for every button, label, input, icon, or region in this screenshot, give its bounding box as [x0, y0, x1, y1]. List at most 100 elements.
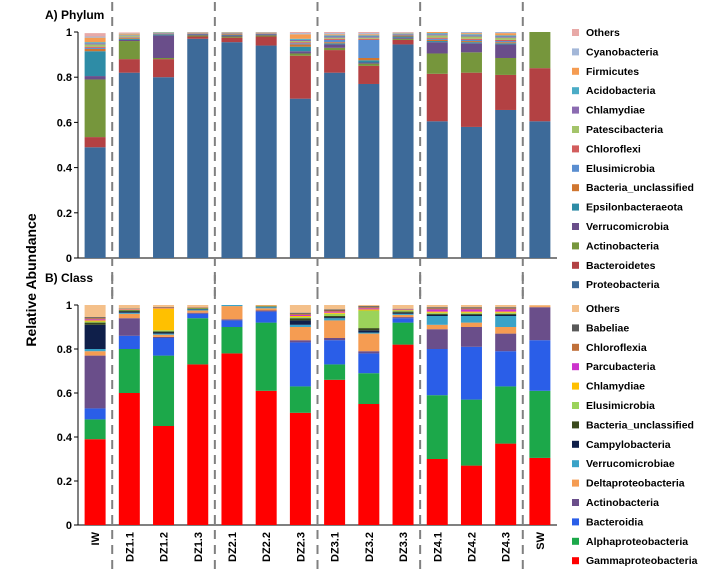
class-bar-dz1-3-gammaproteobacteria [187, 364, 209, 525]
class-bar-dz3-2-deltaproteobacteria [358, 333, 380, 352]
phylum-legend-label-acidobacteria: Acidobacteria [586, 85, 656, 97]
class-bar-dz4-2-campylobacteria [460, 314, 482, 316]
phylum-y-tick-label: 0.8 [57, 72, 72, 84]
class-bar-dz4-2-alphaproteobacteria [460, 399, 482, 466]
class-bar-dz3-2-bacteroidia [358, 353, 380, 374]
class-bar-dz2-3-bacteroidia [289, 342, 311, 387]
class-legend-label-campylobacteria: Campylobacteria [586, 439, 671, 451]
phylum-bar-dz3-3-actinobacteria [392, 38, 414, 40]
phylum-legend-label-cyanobacteria: Cyanobacteria [586, 46, 659, 58]
phylum-bar-iw-verrucomicrobia [84, 76, 106, 80]
class-bar-dz2-3-babeliae [289, 312, 311, 314]
phylum-bar-iw-chloroflexi [84, 46, 106, 48]
phylum-bar-dz2-3-patescibacteria [289, 41, 311, 43]
class-y-tick-label: 0.4 [57, 432, 73, 444]
class-bar-dz3-1-campylobacteria [324, 317, 346, 319]
phylum-bar-dz1-2-epsilonbacteraeota [153, 34, 175, 36]
phylum-bar-dz1-1-actinobacteria [118, 41, 140, 60]
class-bar-iw-actinobacteria [84, 355, 106, 409]
class-bar-dz3-3-bacteria-unclassified [392, 311, 414, 313]
class-bar-dz1-2-gammaproteobacteria [153, 426, 175, 525]
class-bar-dz1-1-gammaproteobacteria [118, 393, 140, 525]
phylum-bar-dz2-2-verrucomicrobia [255, 34, 277, 36]
phylum-bar-iw-actinobacteria [84, 79, 106, 138]
class-y-tick-label: 0 [66, 520, 72, 532]
phylum-bar-dz4-1-firmicutes [426, 32, 448, 34]
phylum-legend-swatch-actinobacteria [572, 242, 579, 250]
phylum-bar-iw-firmicutes [84, 37, 106, 43]
class-legend-swatch-campylobacteria [572, 440, 579, 448]
class-bar-dz3-2-verrucomicrobiae [358, 332, 380, 334]
class-legend-swatch-others [572, 305, 579, 312]
class-bar-dz4-3-verrucomicrobiae [495, 316, 517, 327]
class-bar-dz1-2-verrucomicrobiae [153, 333, 175, 335]
phylum-legend-swatch-firmicutes [572, 67, 579, 75]
class-bar-dz1-1-bacteria-unclassified [118, 310, 140, 312]
class-bar-dz1-1-campylobacteria [118, 311, 140, 313]
phylum-bar-dz4-1-patescibacteria [426, 35, 448, 38]
phylum-bar-dz3-2-actinobacteria [358, 63, 380, 66]
class-bar-dz4-2-elusimicrobia [460, 312, 482, 314]
class-bar-dz1-1-actinobacteria [118, 318, 140, 336]
class-bar-dz2-1-alphaproteobacteria [221, 327, 243, 354]
class-bar-dz4-2-babeliae [460, 307, 482, 309]
class-bar-dz4-2-chloroflexia [460, 308, 482, 310]
phylum-bar-dz3-2-chlamydiae [358, 36, 380, 38]
phylum-bar-dz3-3-bacteria-unclassified [392, 35, 414, 37]
phylum-bar-dz4-1-chlamydiae [426, 34, 448, 36]
x-tick-label-dz3-2: DZ3.2 [364, 532, 376, 562]
class-bar-dz4-3-bacteria-unclassified [495, 313, 517, 315]
class-bar-dz4-3-gammaproteobacteria [495, 443, 517, 525]
phylum-bar-dz3-2-cyanobacteria [358, 33, 380, 35]
phylum-bar-dz4-3-proteobacteria [495, 109, 517, 258]
class-bar-sw-actinobacteria [529, 307, 551, 341]
class-bar-dz3-3-deltaproteobacteria [392, 314, 414, 318]
phylum-bar-dz4-3-acidobacteria [495, 35, 517, 37]
legend-class: Others Babeliae Chloroflexia Parcubacteria C… [572, 303, 698, 567]
phylum-bar-dz3-1-chloroflexi [324, 38, 346, 40]
class-legend-swatch-deltaproteobacteria [572, 479, 579, 487]
class-bar-dz4-1-elusimicrobia [426, 312, 448, 314]
class-bar-iw-others [84, 305, 106, 318]
phylum-bar-dz4-3-chlamydiae [495, 36, 517, 38]
class-bar-dz4-1-chloroflexia [426, 308, 448, 310]
phylum-bar-dz2-3-verrucomicrobia [289, 51, 311, 54]
class-bar-dz1-2-actinobacteria [153, 336, 175, 338]
phylum-legend-label-firmicutes: Firmicutes [586, 66, 639, 78]
phylum-legend-label-elusimicrobia: Elusimicrobia [586, 163, 655, 175]
class-bar-dz3-2-bacteria-unclassified [358, 328, 380, 331]
class-bar-dz2-3-campylobacteria [289, 320, 311, 325]
class-bar-dz2-1-deltaproteobacteria [221, 306, 243, 320]
class-legend-swatch-chloroflexia [572, 343, 579, 351]
class-bar-dz1-2-alphaproteobacteria [153, 355, 175, 426]
phylum-bar-dz2-3-others [289, 32, 311, 34]
class-bar-dz4-2-others [460, 305, 482, 308]
class-bar-dz3-3-bacteroidia [392, 318, 414, 323]
class-legend-swatch-chlamydiae [572, 382, 579, 390]
class-bar-dz4-3-babeliae [495, 307, 517, 309]
phylum-bar-dz4-1-proteobacteria [426, 121, 448, 259]
class-bar-dz4-1-bacteroidia [426, 349, 448, 396]
phylum-bar-dz4-3-chloroflexi [495, 39, 517, 42]
legend-phylum: Others Cyanobacteria Firmicutes Acidobacter… [572, 27, 694, 291]
phylum-bar-dz3-1-verrucomicrobia [324, 44, 346, 48]
phylum-bar-dz1-2-bacteroidetes [153, 59, 175, 78]
class-bar-dz2-3-bacteria-unclassified [289, 318, 311, 321]
class-bar-dz4-3-deltaproteobacteria [495, 327, 517, 334]
phylum-legend-label-patescibacteria: Patescibacteria [586, 124, 663, 136]
phylum-legend-label-actinobacteria: Actinobacteria [586, 240, 659, 252]
class-bar-dz2-3-chloroflexia [289, 313, 311, 315]
phylum-bar-dz2-3-cyanobacteria [289, 33, 311, 35]
phylum-bar-dz4-1-epsilonbacteraeota [426, 41, 448, 43]
phylum-bar-dz4-2-bacteroidetes [460, 72, 482, 127]
x-tick-label-dz3-3: DZ3.3 [398, 532, 410, 562]
phylum-bar-dz2-1-bacteroidetes [221, 37, 243, 43]
phylum-bar-iw-epsilonbacteraeota [84, 51, 106, 77]
class-bar-dz4-2-parcubacteria [460, 309, 482, 312]
class-bar-dz1-2-others [153, 305, 175, 307]
class-legend-swatch-babeliae [572, 324, 579, 332]
class-bar-dz1-3-alphaproteobacteria [187, 318, 209, 365]
class-legend-swatch-bacteroidia [572, 518, 579, 526]
class-bar-dz2-2-deltaproteobacteria [255, 308, 277, 311]
